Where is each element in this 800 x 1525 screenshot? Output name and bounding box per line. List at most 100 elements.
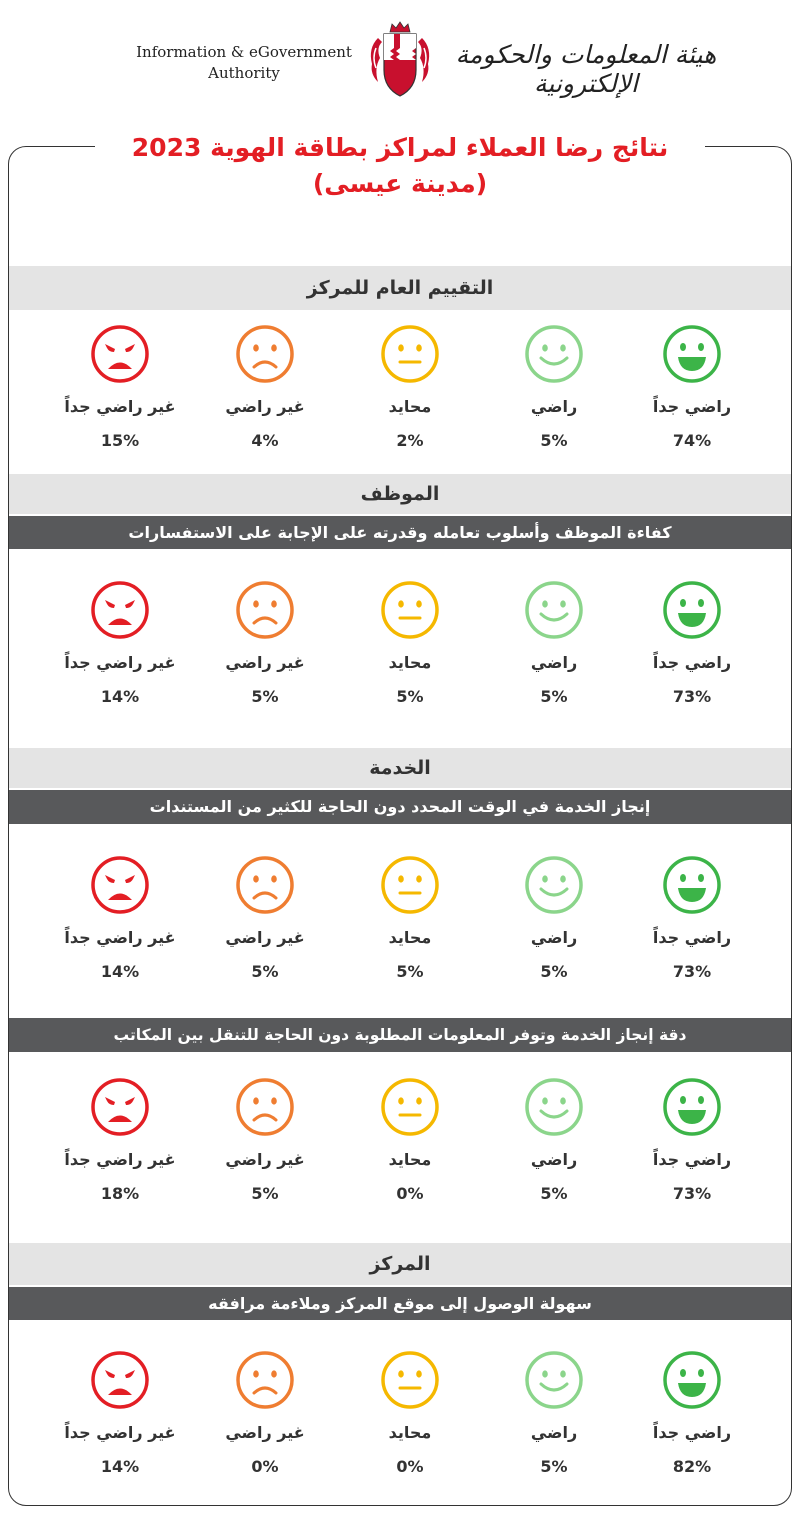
rating-neutral: محايد 0% — [340, 1350, 480, 1478]
rating-label: راضي — [530, 1150, 578, 1169]
rating-label: راضي جداً — [652, 1423, 732, 1442]
question-service-2: دقة إنجاز الخدمة وتوفر المعلومات المطلوب… — [9, 1018, 791, 1052]
rating-label: محايد — [388, 1150, 432, 1169]
rating-row-center-1: راضي جداً 82% راضي 5% محايد 0% غير راضي … — [0, 1350, 800, 1480]
rating-satisfied: راضي 5% — [484, 580, 624, 708]
rating-label: غير راضي — [225, 1423, 305, 1442]
satisfied-face-icon — [524, 1350, 584, 1410]
unsatisfied-face-icon — [235, 855, 295, 915]
org-name-ar: هيئة المعلومات والحكومة الإلكترونية — [455, 40, 717, 98]
rating-row-employee-1: راضي جداً 73% راضي 5% محايد 5% غير راضي … — [0, 580, 800, 710]
rating-percent: 5% — [396, 962, 424, 981]
rating-unsatisfied: غير راضي 0% — [195, 1350, 335, 1478]
rating-label: راضي جداً — [652, 653, 732, 672]
rating-percent: 5% — [540, 431, 568, 450]
page-title-line2: (مدينة عيسى) — [312, 169, 488, 198]
rating-very-satisfied: راضي جداً 74% — [622, 324, 762, 452]
page-title: نتائج رضا العملاء لمراكز بطاقة الهوية 20… — [95, 130, 705, 214]
rating-satisfied: راضي 5% — [484, 1077, 624, 1205]
rating-percent: 18% — [100, 1184, 140, 1203]
rating-neutral: محايد 0% — [340, 1077, 480, 1205]
satisfied-face-icon — [524, 324, 584, 384]
very-satisfied-face-icon — [662, 1077, 722, 1137]
rating-label: غير راضي — [225, 397, 305, 416]
question-service-1: إنجاز الخدمة في الوقت المحدد دون الحاجة … — [9, 790, 791, 824]
question-employee-1: كفاءة الموظف وأسلوب تعامله وقدرته على ال… — [9, 516, 791, 549]
rating-very-satisfied: راضي جداً 73% — [622, 580, 762, 708]
rating-very-satisfied: راضي جداً 73% — [622, 855, 762, 983]
rating-label: محايد — [388, 653, 432, 672]
rating-percent: 5% — [251, 1184, 279, 1203]
section-employee-header: الموظف — [9, 474, 791, 514]
rating-label: محايد — [388, 397, 432, 416]
org-name-en-line2: Authority — [208, 64, 280, 82]
unsatisfied-face-icon — [235, 324, 295, 384]
question-center-1: سهولة الوصول إلى موقع المركز وملاءمة مرا… — [9, 1287, 791, 1320]
rating-percent: 73% — [672, 962, 712, 981]
org-name-en: Information & eGovernment Authority — [128, 42, 360, 84]
rating-percent: 0% — [396, 1457, 424, 1476]
rating-label: راضي — [530, 928, 578, 947]
very-unsatisfied-face-icon — [90, 855, 150, 915]
very-satisfied-face-icon — [662, 855, 722, 915]
neutral-face-icon — [380, 1077, 440, 1137]
rating-percent: 0% — [396, 1184, 424, 1203]
rating-percent: 14% — [100, 687, 140, 706]
rating-label: غير راضي جداً — [64, 1150, 176, 1169]
rating-percent: 4% — [251, 431, 279, 450]
rating-very-satisfied: راضي جداً 82% — [622, 1350, 762, 1478]
rating-unsatisfied: غير راضي 4% — [195, 324, 335, 452]
rating-label: غير راضي جداً — [64, 1423, 176, 1442]
rating-percent: 5% — [540, 1184, 568, 1203]
section-center-header: المركز — [9, 1243, 791, 1285]
rating-percent: 14% — [100, 1457, 140, 1476]
rating-label: راضي جداً — [652, 1150, 732, 1169]
satisfied-face-icon — [524, 1077, 584, 1137]
rating-very-unsatisfied: غير راضي جداً 14% — [50, 580, 190, 708]
neutral-face-icon — [380, 855, 440, 915]
rating-very-unsatisfied: غير راضي جداً 18% — [50, 1077, 190, 1205]
rating-label: راضي — [530, 397, 578, 416]
rating-row-service-2: راضي جداً 73% راضي 5% محايد 0% غير راضي … — [0, 1077, 800, 1207]
very-unsatisfied-face-icon — [90, 1350, 150, 1410]
satisfied-face-icon — [524, 580, 584, 640]
rating-satisfied: راضي 5% — [484, 1350, 624, 1478]
unsatisfied-face-icon — [235, 1077, 295, 1137]
rating-label: محايد — [388, 1423, 432, 1442]
rating-unsatisfied: غير راضي 5% — [195, 855, 335, 983]
neutral-face-icon — [380, 324, 440, 384]
very-satisfied-face-icon — [662, 324, 722, 384]
rating-percent: 15% — [100, 431, 140, 450]
rating-satisfied: راضي 5% — [484, 855, 624, 983]
rating-very-unsatisfied: غير راضي جداً 15% — [50, 324, 190, 452]
rating-percent: 5% — [540, 687, 568, 706]
rating-label: راضي جداً — [652, 397, 732, 416]
rating-percent: 74% — [672, 431, 712, 450]
rating-label: غير راضي — [225, 928, 305, 947]
rating-label: راضي جداً — [652, 928, 732, 947]
rating-label: غير راضي — [225, 1150, 305, 1169]
section-service-header: الخدمة — [9, 748, 791, 788]
header: Information & eGovernment Authority هيئة… — [0, 0, 800, 110]
unsatisfied-face-icon — [235, 1350, 295, 1410]
rating-neutral: محايد 2% — [340, 324, 480, 452]
rating-unsatisfied: غير راضي 5% — [195, 1077, 335, 1205]
rating-neutral: محايد 5% — [340, 580, 480, 708]
rating-label: غير راضي جداً — [64, 397, 176, 416]
bahrain-emblem-icon — [370, 21, 430, 97]
rating-label: محايد — [388, 928, 432, 947]
rating-percent: 14% — [100, 962, 140, 981]
very-satisfied-face-icon — [662, 580, 722, 640]
rating-label: غير راضي جداً — [64, 928, 176, 947]
rating-label: راضي — [530, 1423, 578, 1442]
rating-label: غير راضي — [225, 653, 305, 672]
neutral-face-icon — [380, 580, 440, 640]
rating-label: غير راضي جداً — [64, 653, 176, 672]
rating-satisfied: راضي 5% — [484, 324, 624, 452]
rating-row-service-1: راضي جداً 73% راضي 5% محايد 5% غير راضي … — [0, 855, 800, 985]
very-unsatisfied-face-icon — [90, 580, 150, 640]
rating-label: راضي — [530, 653, 578, 672]
very-satisfied-face-icon — [662, 1350, 722, 1410]
unsatisfied-face-icon — [235, 580, 295, 640]
neutral-face-icon — [380, 1350, 440, 1410]
